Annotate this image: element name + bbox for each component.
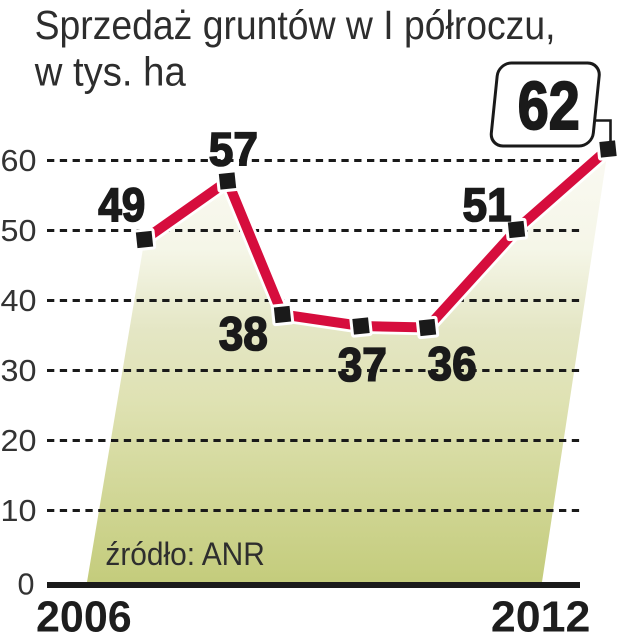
svg-text:30: 30 xyxy=(1,354,37,388)
svg-text:10: 10 xyxy=(1,494,37,528)
svg-text:38: 38 xyxy=(219,308,268,361)
svg-text:51: 51 xyxy=(463,179,512,232)
svg-text:2006: 2006 xyxy=(36,594,132,640)
svg-text:20: 20 xyxy=(1,424,37,458)
svg-text:40: 40 xyxy=(1,284,37,318)
svg-text:w tys. ha: w tys. ha xyxy=(34,49,187,94)
svg-text:50: 50 xyxy=(1,214,37,248)
svg-text:36: 36 xyxy=(428,338,477,391)
svg-text:2012: 2012 xyxy=(491,594,591,640)
svg-text:37: 37 xyxy=(338,339,387,392)
svg-text:57: 57 xyxy=(209,123,258,176)
svg-text:49: 49 xyxy=(98,180,145,232)
svg-text:60: 60 xyxy=(1,144,37,178)
svg-text:62: 62 xyxy=(518,69,580,144)
svg-text:Sprzedaż gruntów w I półroczu,: Sprzedaż gruntów w I półroczu, xyxy=(35,3,556,48)
svg-text:źródło: ANR: źródło: ANR xyxy=(105,536,264,572)
svg-text:0: 0 xyxy=(18,567,35,601)
